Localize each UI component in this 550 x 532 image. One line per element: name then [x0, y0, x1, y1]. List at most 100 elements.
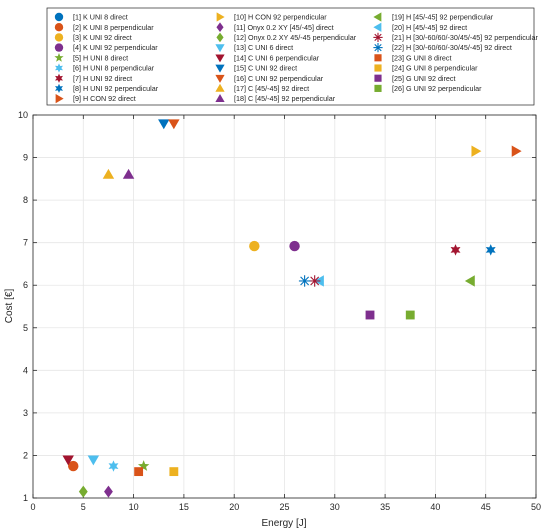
- data-point: [169, 467, 179, 477]
- legend-entry: [25] G UNI 92 direct: [374, 74, 456, 83]
- y-tick-label: 1: [23, 493, 28, 503]
- legend-entry: [22] H [30/-60/60/-30/45/-45] 92 direct: [373, 42, 512, 53]
- data-point: [450, 244, 461, 256]
- y-axis-label: Cost [€]: [4, 289, 15, 324]
- data-point: [471, 145, 482, 157]
- legend-marker: [54, 52, 64, 62]
- x-axis-label: Energy [J]: [261, 518, 306, 529]
- asterisk-stroke: [374, 43, 382, 52]
- x-tick-label: 5: [81, 502, 86, 512]
- data-point: [68, 460, 79, 472]
- data-point: [365, 310, 375, 320]
- legend-entry: [15] C UNI 92 direct: [215, 64, 297, 73]
- legend-entry: [12] Onyx 0.2 XY 45/-45 perpendicular: [216, 32, 357, 43]
- y-tick-label: 7: [23, 238, 28, 248]
- legend-label: [15] C UNI 92 direct: [234, 64, 297, 73]
- legend-entry: [19] H [45/-45] 92 perpendicular: [373, 12, 494, 22]
- data-point: [108, 460, 119, 472]
- data-point: [511, 145, 522, 157]
- y-tick-label: 3: [23, 408, 28, 418]
- legend-marker: [215, 93, 225, 102]
- legend-marker: [215, 44, 225, 53]
- x-tick-label: 15: [179, 502, 189, 512]
- legend-label: [21] H [30/-60/60/-30/45/-45] 92 perpend…: [392, 33, 538, 42]
- legend-entry: [20] H [45/-45] 92 direct: [373, 22, 467, 32]
- legend-label: [2] K UNI 8 perpendicular: [73, 23, 154, 32]
- legend-entry: [13] C UNI 6 direct: [215, 43, 293, 53]
- legend-entry: [24] G UNI 8 perpendicular: [374, 64, 478, 73]
- data-point: [158, 119, 170, 130]
- legend-entry: [8] H UNI 92 perpendicular: [55, 83, 159, 94]
- legend-entry: [18] C [45/-45] 92 perpendicular: [215, 93, 336, 103]
- legend-entry: [21] H [30/-60/60/-30/45/-45] 92 perpend…: [373, 32, 538, 43]
- legend-marker: [374, 64, 382, 72]
- asterisk-stroke: [310, 276, 320, 286]
- legend-entry: [1] K UNI 8 direct: [54, 12, 128, 22]
- legend-marker: [215, 64, 225, 73]
- legend-label: [9] H CON 92 direct: [73, 94, 136, 103]
- legend-marker: [55, 73, 63, 83]
- legend-marker: [215, 54, 225, 63]
- legend-marker: [373, 12, 382, 22]
- legend-label: [19] H [45/-45] 92 perpendicular: [392, 13, 494, 22]
- legend-label: [6] H UNI 8 perpendicular: [73, 64, 155, 73]
- legend-entry: [7] H UNI 92 direct: [55, 73, 132, 83]
- legend-marker: [54, 12, 64, 22]
- data-point: [137, 460, 150, 471]
- legend-marker: [54, 33, 64, 42]
- legend-entry: [5] H UNI 8 direct: [54, 52, 128, 62]
- data-point: [298, 275, 311, 287]
- x-tick-label: 35: [380, 502, 390, 512]
- y-tick-label: 2: [23, 450, 28, 460]
- x-tick-label: 40: [430, 502, 440, 512]
- legend-entry: [10] H CON 92 perpendicular: [216, 12, 327, 22]
- legend-label: [26] G UNI 92 perpendicular: [392, 84, 482, 93]
- asterisk-stroke: [300, 276, 310, 286]
- legend-label: [22] H [30/-60/60/-30/45/-45] 92 direct: [392, 43, 512, 52]
- legend-label: [12] Onyx 0.2 XY 45/-45 perpendicular: [234, 33, 357, 42]
- legend-marker: [374, 74, 382, 82]
- x-tick-label: 10: [129, 502, 139, 512]
- legend-label: [4] K UNI 92 perpendicular: [73, 43, 158, 52]
- legend-marker: [55, 83, 63, 94]
- legend-label: [8] H UNI 92 perpendicular: [73, 84, 159, 93]
- legend-entry: [11] Onyx 0.2 XY [45/-45] direct: [216, 22, 334, 33]
- data-point: [308, 275, 321, 287]
- legend-marker: [216, 22, 224, 33]
- legend-marker: [374, 54, 382, 62]
- data-point: [289, 240, 300, 252]
- legend-entry: [16] C UNI 92 perpendicular: [215, 74, 324, 83]
- x-tick-label: 20: [229, 502, 239, 512]
- legend-entry: [26] G UNI 92 perpendicular: [374, 84, 482, 93]
- legend-marker: [374, 84, 382, 92]
- y-tick-label: 4: [23, 365, 28, 375]
- legend-entry: [6] H UNI 8 perpendicular: [55, 63, 155, 73]
- legend-entry: [14] C UNI 6 perpendicular: [215, 53, 320, 63]
- x-tick-label: 30: [330, 502, 340, 512]
- y-tick-label: 6: [23, 280, 28, 290]
- legend-marker: [55, 93, 64, 104]
- legend-box: [46, 7, 535, 106]
- legend-label: [5] H UNI 8 direct: [73, 53, 128, 62]
- legend: [1] K UNI 8 direct[2] K UNI 8 perpendicu…: [46, 7, 538, 106]
- legend-marker: [216, 12, 225, 22]
- y-tick-label: 9: [23, 153, 28, 163]
- legend-entry: [4] K UNI 92 perpendicular: [54, 43, 158, 52]
- legend-marker: [215, 74, 225, 83]
- data-point: [464, 275, 475, 287]
- legend-marker: [54, 23, 64, 32]
- y-tick-label: 5: [23, 323, 28, 333]
- legend-label: [16] C UNI 92 perpendicular: [234, 74, 324, 83]
- legend-label: [1] K UNI 8 direct: [73, 13, 128, 22]
- data-point: [78, 485, 88, 498]
- legend-marker: [373, 22, 382, 32]
- y-tick-label: 8: [23, 195, 28, 205]
- legend-label: [25] G UNI 92 direct: [392, 74, 456, 83]
- legend-marker: [54, 43, 64, 52]
- legend-entry: [2] K UNI 8 perpendicular: [54, 23, 154, 32]
- legend-marker: [215, 83, 225, 92]
- legend-marker: [373, 42, 383, 53]
